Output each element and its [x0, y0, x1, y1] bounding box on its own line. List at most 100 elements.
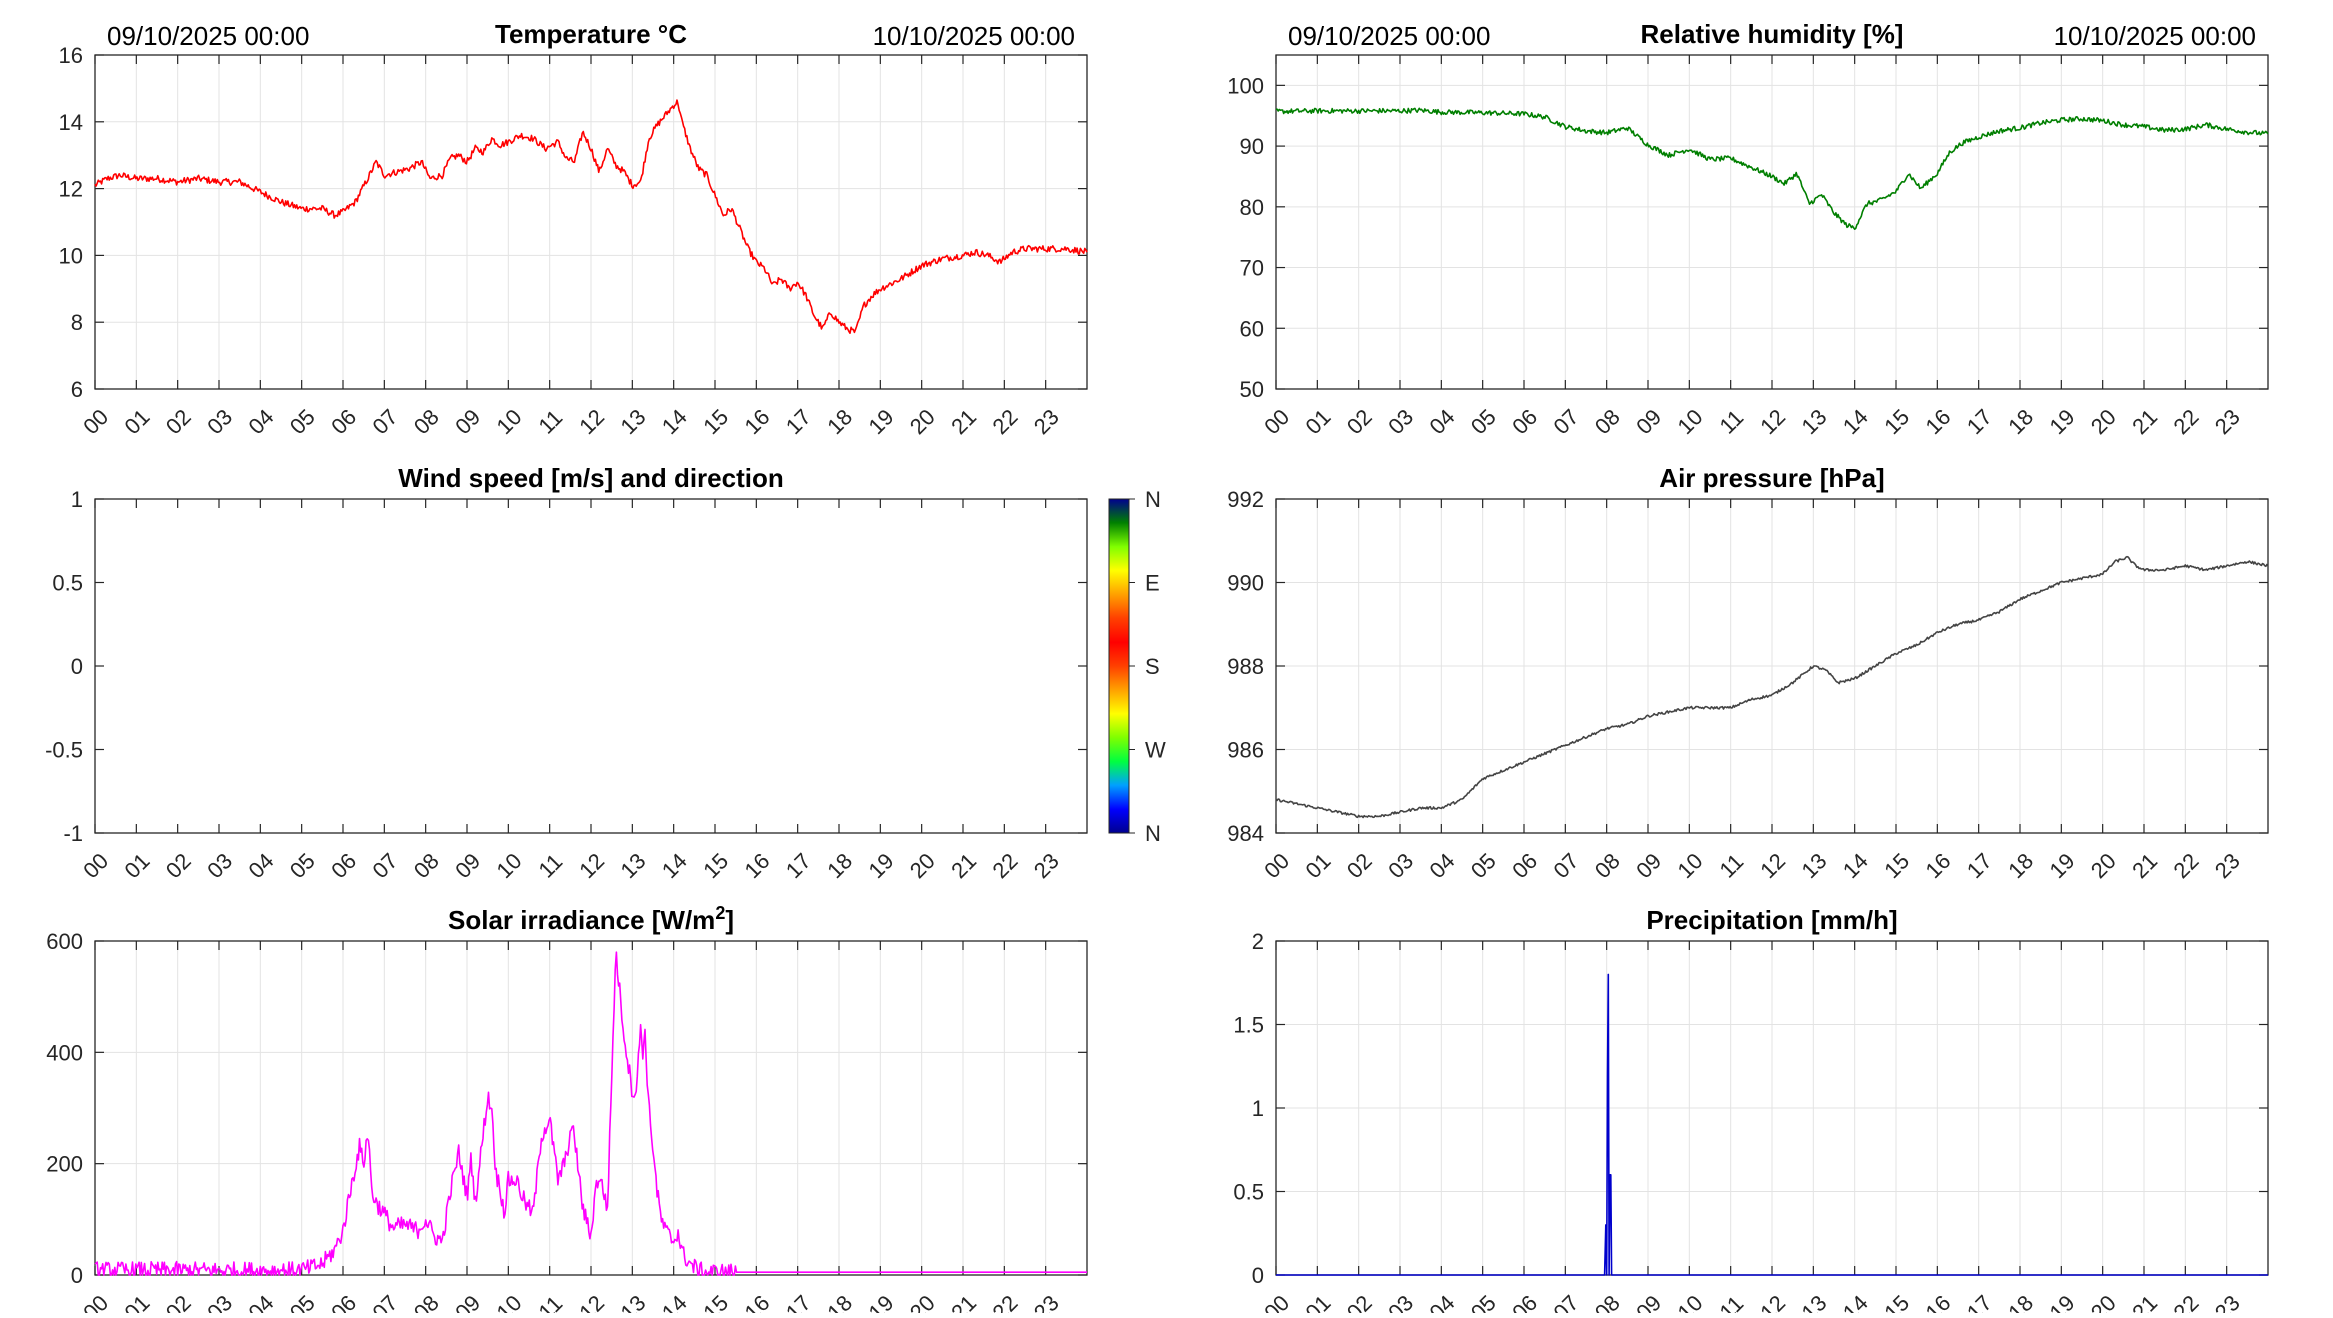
x-tick-label: 18: [822, 404, 857, 439]
solar-title: Solar irradiance [W/m2]: [448, 903, 734, 935]
y-tick-label: -1: [63, 821, 83, 846]
y-tick-label: 400: [46, 1040, 83, 1065]
precipitation-chart: 0 0.5 1 1.5 2 00 01 02 03 04 05 06 07 08 09 10 11 12 13 14 1…: [1233, 905, 2269, 1318]
x-tick-label: 02: [1342, 848, 1377, 883]
x-tick-label: 00: [78, 1290, 113, 1313]
humidity-series-line: [1276, 107, 2269, 230]
x-tick-label: 11: [533, 1291, 567, 1313]
x-tick-label: 17: [1962, 1290, 1997, 1313]
y-tick-label: 986: [1227, 738, 1264, 763]
x-tick-label: 13: [616, 1290, 651, 1313]
x-tick-label: 01: [1301, 1290, 1336, 1313]
humidity-end-date: 10/10/2025 00:00: [2054, 21, 2256, 51]
x-tick-label: 14: [657, 1290, 692, 1313]
x-tick-label: 20: [905, 1290, 940, 1313]
x-tick-label: 20: [2086, 848, 2121, 883]
x-tick-label: 16: [740, 1290, 775, 1313]
pressure-title: Air pressure [hPa]: [1659, 463, 1884, 493]
x-tick-label: 04: [244, 404, 279, 439]
x-tick-label: 13: [616, 848, 651, 883]
temperature-series-line: [94, 99, 1088, 335]
x-tick-label: 12: [1755, 1290, 1790, 1313]
x-tick-label: 12: [574, 848, 609, 883]
y-tick-label: 1.5: [1233, 1013, 1264, 1038]
x-tick-label: 13: [1797, 848, 1832, 883]
x-tick-label: 23: [2210, 848, 2245, 883]
x-tick-label: 02: [161, 848, 196, 883]
precipitation-title: Precipitation [mm/h]: [1646, 905, 1897, 935]
y-tick-label: 0.5: [52, 571, 83, 596]
x-tick-label: 03: [202, 404, 237, 439]
x-tick-label: 11: [533, 849, 567, 883]
x-tick-label: 18: [822, 848, 857, 883]
x-tick-label: 23: [1029, 848, 1064, 883]
x-tick-label: 00: [1259, 1290, 1294, 1313]
colorbar-label: W: [1145, 738, 1166, 763]
x-tick-label: 05: [1466, 848, 1501, 883]
x-tick-label: 13: [1797, 1290, 1832, 1313]
x-tick-label: 06: [1507, 404, 1542, 439]
x-tick-label: 03: [202, 848, 237, 883]
x-tick-label: 09: [450, 848, 485, 883]
x-tick-label: 03: [202, 1290, 237, 1313]
x-tick-label: 21: [946, 404, 981, 439]
x-tick-label: 20: [2086, 1290, 2121, 1313]
y-tick-label: 988: [1227, 654, 1264, 679]
x-tick-label: 15: [698, 1290, 733, 1313]
y-tick-label: 90: [1240, 134, 1264, 159]
x-tick-label: 18: [2003, 404, 2038, 439]
direction-colorbar: [1108, 498, 1130, 834]
solar-series-line: [94, 951, 1087, 1276]
y-tick-label: 100: [1227, 73, 1264, 98]
x-tick-label: 17: [781, 848, 816, 883]
x-tick-label: 02: [1342, 1290, 1377, 1313]
x-tick-label: 01: [1301, 404, 1336, 439]
x-tick-label: 09: [1631, 848, 1666, 883]
x-tick-label: 19: [2045, 848, 2080, 883]
title-superscript: 2: [715, 903, 725, 923]
x-tick-label: 01: [1301, 848, 1336, 883]
colorbar-label: N: [1145, 821, 1161, 846]
x-tick-label: 17: [1962, 848, 1997, 883]
x-tick-label: 15: [698, 404, 733, 439]
y-tick-label: 2: [1252, 929, 1264, 954]
x-tick-label: 00: [1259, 404, 1294, 439]
y-tick-label: 50: [1240, 377, 1264, 402]
x-tick-label: 09: [1631, 1290, 1666, 1313]
y-tick-label: 14: [59, 110, 83, 135]
x-tick-label: 14: [1838, 848, 1873, 883]
x-tick-label: 11: [1714, 405, 1748, 439]
x-tick-label: 05: [285, 1290, 320, 1313]
x-tick-label: 12: [574, 404, 609, 439]
x-tick-label: 00: [78, 404, 113, 439]
x-tick-label: 11: [1714, 1291, 1748, 1313]
x-tick-label: 10: [492, 848, 527, 883]
x-tick-label: 16: [740, 404, 775, 439]
x-tick-label: 14: [1838, 404, 1873, 439]
pressure-series-line: [1275, 555, 2269, 819]
x-tick-label: 04: [1425, 848, 1460, 883]
wind-plot-area: [95, 499, 1087, 833]
x-tick-label: 00: [1259, 848, 1294, 883]
x-tick-label: 06: [326, 404, 361, 439]
title-end: ]: [725, 905, 734, 935]
x-tick-label: 00: [78, 848, 113, 883]
x-tick-label: 08: [1590, 848, 1625, 883]
y-tick-label: 990: [1227, 571, 1264, 596]
y-tick-label: 70: [1240, 256, 1264, 281]
y-tick-label: 80: [1240, 195, 1264, 220]
x-tick-label: 06: [326, 848, 361, 883]
x-tick-label: 12: [1755, 404, 1790, 439]
x-tick-label: 22: [988, 848, 1023, 883]
x-tick-label: 16: [740, 848, 775, 883]
x-tick-label: 03: [1383, 848, 1418, 883]
y-tick-label: 8: [71, 310, 83, 335]
x-tick-label: 15: [1879, 404, 1914, 439]
x-tick-label: 14: [657, 404, 692, 439]
x-tick-label: 19: [864, 848, 899, 883]
x-tick-label: 06: [1507, 1290, 1542, 1313]
y-tick-label: 992: [1227, 487, 1264, 512]
